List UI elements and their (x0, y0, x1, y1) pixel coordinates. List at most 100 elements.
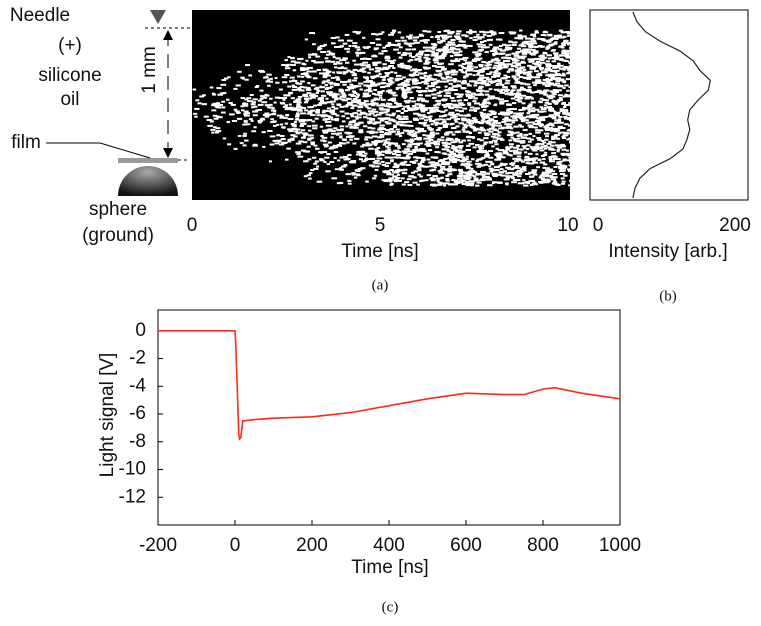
streak-dot (348, 45, 351, 47)
streak-dot (537, 139, 542, 141)
streak-dot (325, 170, 330, 172)
streak-dot (431, 184, 436, 186)
streak-dot (569, 164, 573, 166)
streak-dot (392, 113, 396, 115)
streak-dot (388, 34, 394, 36)
streak-dot (211, 109, 216, 111)
streak-dot (479, 82, 482, 84)
y-tick-label: 0 (135, 320, 146, 341)
streak-dot (406, 36, 412, 38)
streak-dot (431, 52, 434, 54)
streak-dot (310, 114, 316, 116)
streak-dot (515, 165, 519, 167)
streak-dot (477, 43, 483, 45)
streak-dot (258, 70, 264, 72)
streak-dot (428, 149, 432, 151)
streak-dot (409, 175, 414, 177)
streak-dot (364, 139, 368, 141)
streak-dot (524, 151, 527, 153)
streak-dot (403, 169, 407, 171)
streak-dot (441, 36, 445, 38)
streak-dot (331, 106, 334, 108)
streak-dot (312, 127, 317, 129)
streak-dot (547, 34, 552, 36)
streak-dot (376, 44, 382, 46)
streak-dot (282, 142, 287, 144)
streak-dot (376, 75, 380, 77)
streak-dot (250, 94, 254, 96)
streak-dot (478, 163, 482, 165)
streak-dot (496, 122, 501, 124)
streak-dot (459, 173, 463, 175)
streak-dot (440, 81, 446, 83)
streak-dot (511, 65, 516, 67)
streak-dot (481, 113, 487, 115)
streak-dot (417, 138, 422, 140)
streak-dot (453, 149, 458, 151)
streak-dot (356, 55, 359, 57)
streak-dot (312, 157, 316, 159)
x-axis-label: Time [ns] (341, 241, 418, 262)
streak-dot (350, 114, 353, 116)
streak-dot (455, 138, 458, 140)
streak-dot (325, 57, 329, 59)
streak-dot (569, 95, 574, 97)
caption: (a) (372, 277, 389, 293)
streak-dot (488, 61, 491, 63)
streak-dot (447, 95, 451, 97)
streak-dot (392, 176, 395, 178)
streak-dot (301, 129, 305, 131)
streak-dot (559, 59, 564, 61)
streak-dot (302, 94, 307, 96)
streak-dot (419, 40, 425, 42)
streak-dot (528, 153, 533, 155)
streak-dot (382, 128, 386, 130)
streak-dot (545, 48, 548, 50)
streak-dot (479, 86, 484, 88)
streak-dot (350, 107, 354, 109)
streak-dot (564, 123, 569, 125)
streak-dot (474, 66, 478, 68)
streak-dot (537, 91, 542, 93)
streak-dot (269, 160, 272, 162)
streak-dot (300, 80, 305, 82)
streak-dot (425, 61, 431, 63)
streak-dot (258, 121, 262, 123)
streak-dot (378, 92, 383, 94)
streak-dot (551, 125, 554, 127)
streak-dot (519, 82, 523, 84)
streak-dot (334, 84, 340, 86)
streak-dot (384, 111, 388, 113)
streak-dot (448, 166, 452, 168)
streak-dot (425, 87, 428, 89)
streak-dot (434, 74, 439, 76)
streak-dot (462, 63, 466, 65)
streak-dot (504, 178, 510, 180)
signal-line (158, 331, 620, 439)
streak-dot (274, 102, 277, 104)
streak-dot (401, 132, 404, 134)
streak-dot (507, 134, 513, 136)
streak-dot (569, 117, 573, 119)
streak-dot (257, 109, 262, 111)
streak-dot (328, 142, 332, 144)
streak-dot (284, 117, 288, 119)
streak-dot (517, 48, 521, 50)
streak-dot (531, 110, 536, 112)
streak-dot (353, 69, 358, 71)
streak-dot (495, 75, 500, 77)
streak-dot (502, 63, 507, 65)
x-tick-label: 0 (593, 215, 604, 236)
streak-dot (491, 145, 495, 147)
streak-dot (227, 76, 230, 78)
streak-dot (384, 171, 389, 173)
streak-dot (444, 48, 448, 50)
streak-dot (518, 57, 521, 59)
streak-dot (456, 33, 461, 35)
streak-dot (439, 169, 442, 171)
streak-dot (269, 107, 274, 109)
streak-dot (387, 147, 391, 149)
streak-dot (365, 104, 369, 106)
streak-dot (248, 74, 252, 76)
annotation: oil (60, 89, 79, 110)
